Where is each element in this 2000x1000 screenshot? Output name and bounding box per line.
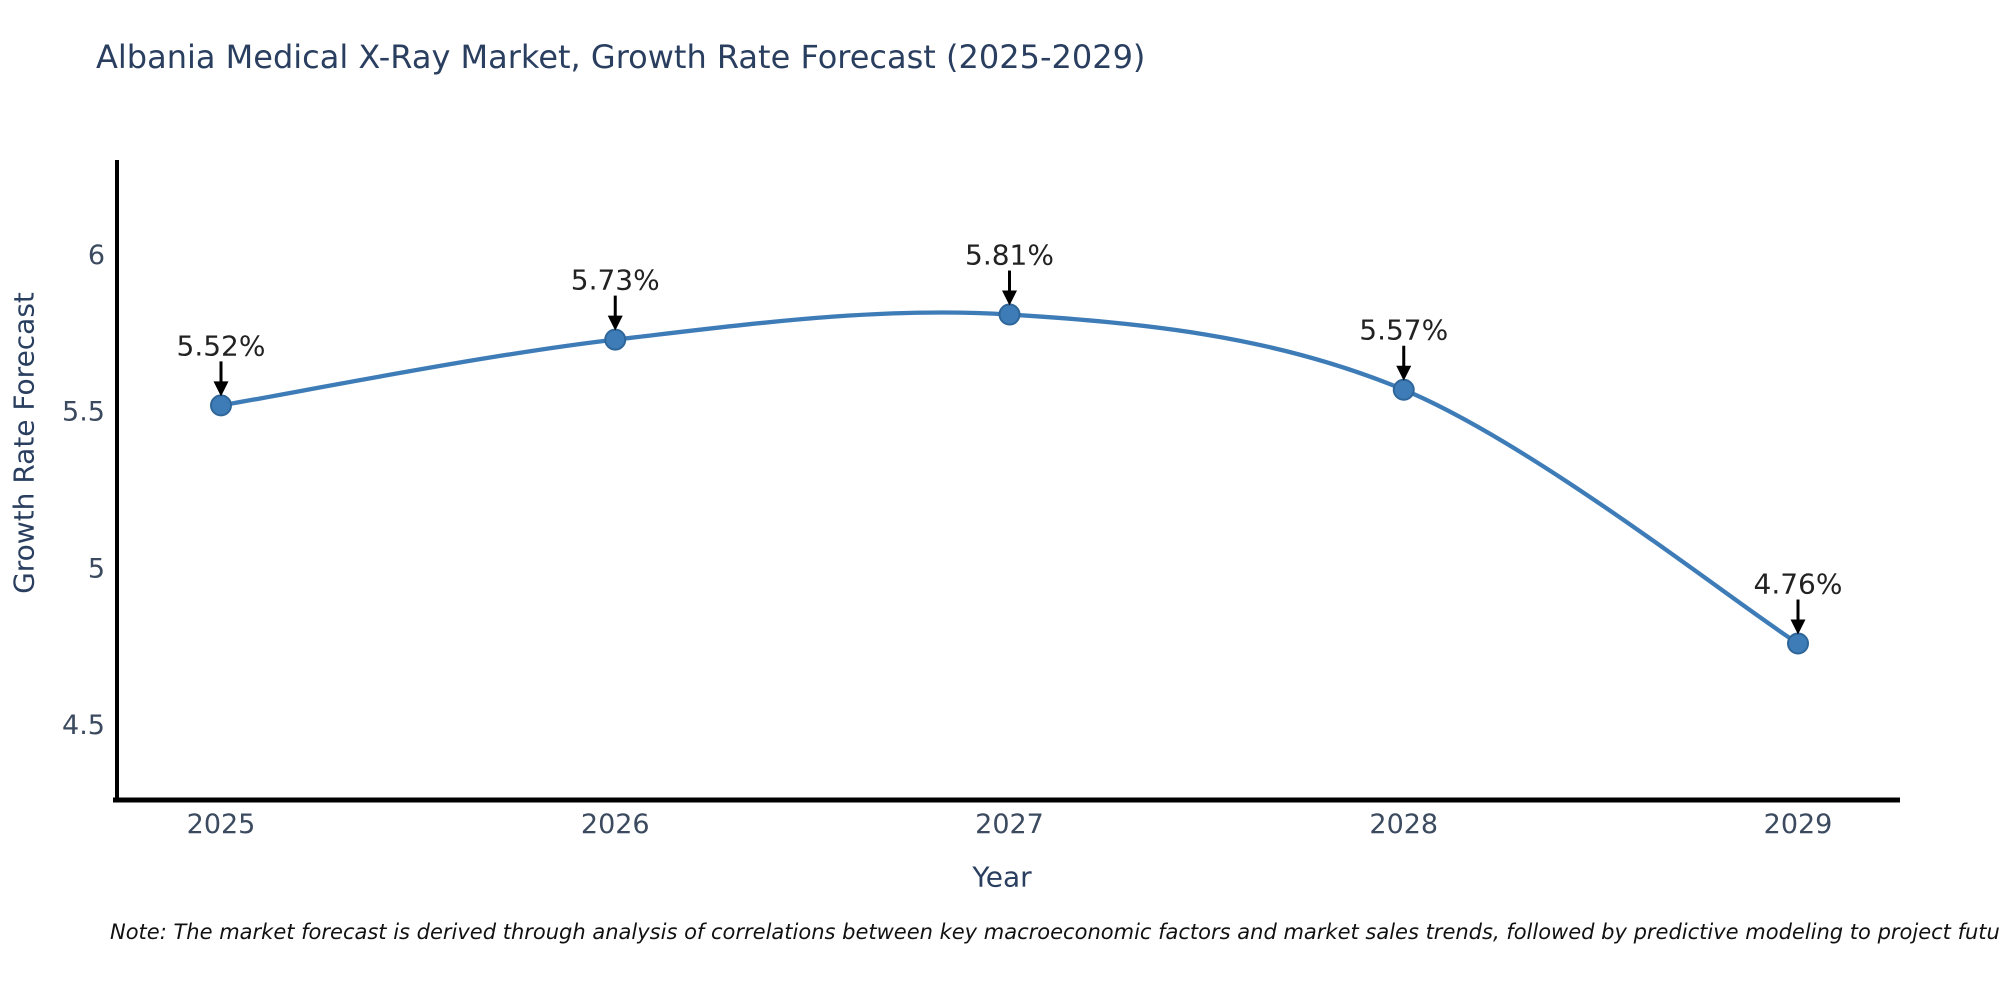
footnote: Note: The market forecast is derived thr… xyxy=(110,920,2000,944)
point-value-label: 4.76% xyxy=(1754,568,1843,601)
data-point xyxy=(998,303,1021,326)
x-tick-label: 2027 xyxy=(975,809,1044,840)
y-tick-label: 5 xyxy=(88,553,105,584)
point-value-label: 5.57% xyxy=(1359,314,1448,347)
annotation-arrow-head xyxy=(1790,619,1806,635)
forecast-line xyxy=(218,310,1801,646)
x-tick-label: 2025 xyxy=(187,809,256,840)
y-tick-label: 6 xyxy=(88,240,105,271)
point-value-label: 5.73% xyxy=(571,264,660,297)
data-point xyxy=(210,394,232,417)
chart-title: Albania Medical X-Ray Market, Growth Rat… xyxy=(96,38,1146,76)
point-value-label: 5.52% xyxy=(177,329,266,362)
x-tick-label: 2028 xyxy=(1369,809,1438,840)
data-point xyxy=(1392,378,1415,401)
annotation-arrow-head xyxy=(1002,290,1017,306)
y-tick-label: 5.5 xyxy=(62,397,105,428)
data-point xyxy=(604,328,627,351)
annotation-arrow-head xyxy=(1396,365,1412,381)
x-tick-label: 2029 xyxy=(1764,809,1833,840)
annotation-arrow-head xyxy=(607,315,623,331)
annotation-arrow-head xyxy=(213,381,229,397)
x-axis-title: Year xyxy=(972,860,1032,894)
data-point xyxy=(1787,632,1809,655)
point-value-label: 5.81% xyxy=(965,239,1054,272)
y-tick-label: 4.5 xyxy=(62,710,105,741)
x-tick-label: 2026 xyxy=(581,809,650,840)
